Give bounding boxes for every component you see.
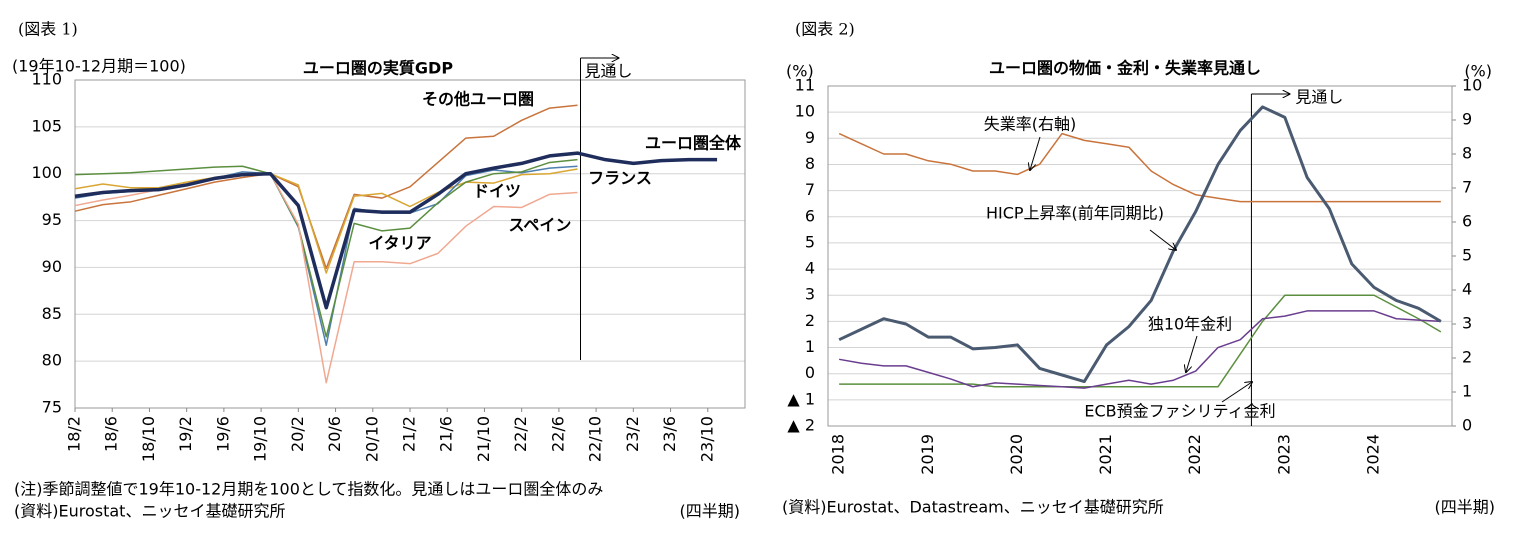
series-label: 失業率(右軸): [984, 115, 1077, 134]
y-tick-label: 0: [805, 363, 815, 382]
x-tick-label: 23/10: [697, 416, 716, 462]
x-tick-label: 20/10: [362, 416, 381, 462]
label-leader: [1149, 229, 1176, 250]
x-tick-label: 2022: [1185, 434, 1204, 475]
y-tick-label: 5: [805, 232, 815, 251]
series-line: [838, 105, 1442, 384]
plot-frame: [827, 85, 1453, 427]
title: ユーロ圏の物価・金利・失業率見通し: [989, 59, 1261, 78]
series-line: [74, 168, 578, 274]
y-tick-label: 1: [805, 337, 815, 356]
x-tick-label: 19/6: [213, 416, 232, 452]
series-line: [74, 172, 578, 384]
y-tick-label: 10: [795, 102, 815, 121]
x-tick-label: 2024: [1364, 434, 1383, 475]
y2-tick-label: 2: [1462, 348, 1472, 367]
series-label: フランス: [588, 169, 652, 188]
y-unit: (%): [786, 62, 814, 81]
x-tick-label: 21/10: [474, 416, 493, 462]
x-tick-label: 2020: [1007, 434, 1026, 475]
y2-tick-label: 0: [1462, 416, 1472, 435]
series-label: その他ユーロ圏: [422, 90, 534, 109]
label-leader: [1030, 136, 1041, 170]
x-tick-label: 2018: [829, 434, 848, 475]
y2-unit: (%): [1464, 62, 1492, 81]
y2-tick-label: 4: [1462, 280, 1472, 299]
x-unit: (四半期): [680, 502, 741, 521]
y-tick-label: ▲ 2: [787, 416, 815, 435]
x-tick-label: 19/10: [251, 416, 270, 462]
series-label: ECB預金ファシリティ金利: [1084, 402, 1275, 421]
source: (資料)Eurostat、Datastream、ニッセイ基礎研究所: [782, 498, 1164, 517]
x-tick-label: 23/6: [660, 416, 679, 452]
series-label: HICP上昇率(前年同期比): [986, 204, 1164, 223]
y-tick-label: 7: [805, 180, 815, 199]
x-tick-label: 2021: [1096, 434, 1115, 475]
x-tick-label: 18/6: [102, 416, 121, 452]
y2-tick-label: 5: [1462, 246, 1472, 265]
x-tick-label: 20/2: [288, 416, 307, 452]
series-label: 独10年金利: [1148, 315, 1232, 334]
label-leader: [1221, 382, 1252, 403]
x-tick-label: 18/2: [65, 416, 84, 452]
y2-tick-label: 10: [1462, 76, 1482, 95]
y-tick-label: 80: [42, 351, 62, 370]
x-tick-label: 2019: [918, 434, 937, 475]
note: (注)季節調整値で19年10-12月期を100として指数化。見通しはユーロ圏全体…: [14, 480, 603, 499]
figure-label: (図表 1): [18, 20, 78, 39]
y-tick-label: 90: [42, 257, 62, 276]
title: ユーロ圏の実質GDP: [303, 59, 453, 78]
figure-label: (図表 2): [795, 20, 855, 39]
y2-tick-label: 6: [1462, 212, 1472, 231]
x-tick-label: 18/10: [139, 416, 158, 462]
series-line: [74, 158, 578, 338]
y2-tick-label: 3: [1462, 314, 1472, 333]
y-tick-label: 6: [805, 206, 815, 225]
x-tick-label: 22/10: [586, 416, 605, 462]
series-line: [838, 132, 1441, 203]
y-tick-label: 105: [31, 116, 62, 135]
y-tick-label: 2: [805, 311, 815, 330]
x-tick-label: 20/6: [325, 416, 344, 452]
x-tick-label: 22/2: [511, 416, 530, 452]
x-tick-label: 19/2: [176, 416, 195, 452]
y2-tick-label: 9: [1462, 110, 1472, 129]
series-line: [74, 104, 578, 270]
series-label: スペイン: [509, 216, 572, 235]
x-tick-label: 21/6: [437, 416, 456, 452]
y-tick-label: 11: [795, 76, 815, 95]
y-tick-label: 85: [42, 304, 62, 323]
y-tick-label: 110: [31, 70, 62, 89]
source: (資料)Eurostat、ニッセイ基礎研究所: [14, 502, 285, 521]
label-leader: [1186, 335, 1198, 372]
series-line: [839, 310, 1441, 389]
y2-tick-label: 8: [1462, 144, 1472, 163]
y-tick-label: 3: [805, 285, 815, 304]
x-unit: (四半期): [1435, 498, 1496, 517]
y-tick-label: 95: [42, 210, 62, 229]
series-label: イタリア: [368, 234, 431, 253]
y2-tick-label: 7: [1462, 178, 1472, 197]
series-line: [74, 151, 718, 310]
x-tick-label: 22/6: [548, 416, 567, 452]
x-tick-label: 21/2: [400, 416, 419, 452]
y-tick-label: 8: [805, 154, 815, 173]
y-tick-label: 100: [31, 163, 62, 182]
y2-tick-label: 1: [1462, 382, 1472, 401]
y-tick-label: ▲ 1: [787, 389, 815, 408]
x-tick-label: 2023: [1274, 434, 1293, 475]
y-tick-label: 75: [42, 398, 62, 417]
y-tick-label: 9: [805, 128, 815, 147]
forecast-label: 見通し: [585, 62, 633, 81]
x-tick-label: 23/2: [623, 416, 642, 452]
y-tick-label: 4: [805, 259, 815, 278]
series-line: [839, 294, 1442, 388]
series-label: ユーロ圏全体: [645, 134, 742, 153]
y-unit: (19年10-12月期＝100): [12, 57, 186, 76]
forecast-label: 見通し: [1295, 88, 1343, 107]
series-label: ドイツ: [473, 182, 521, 201]
